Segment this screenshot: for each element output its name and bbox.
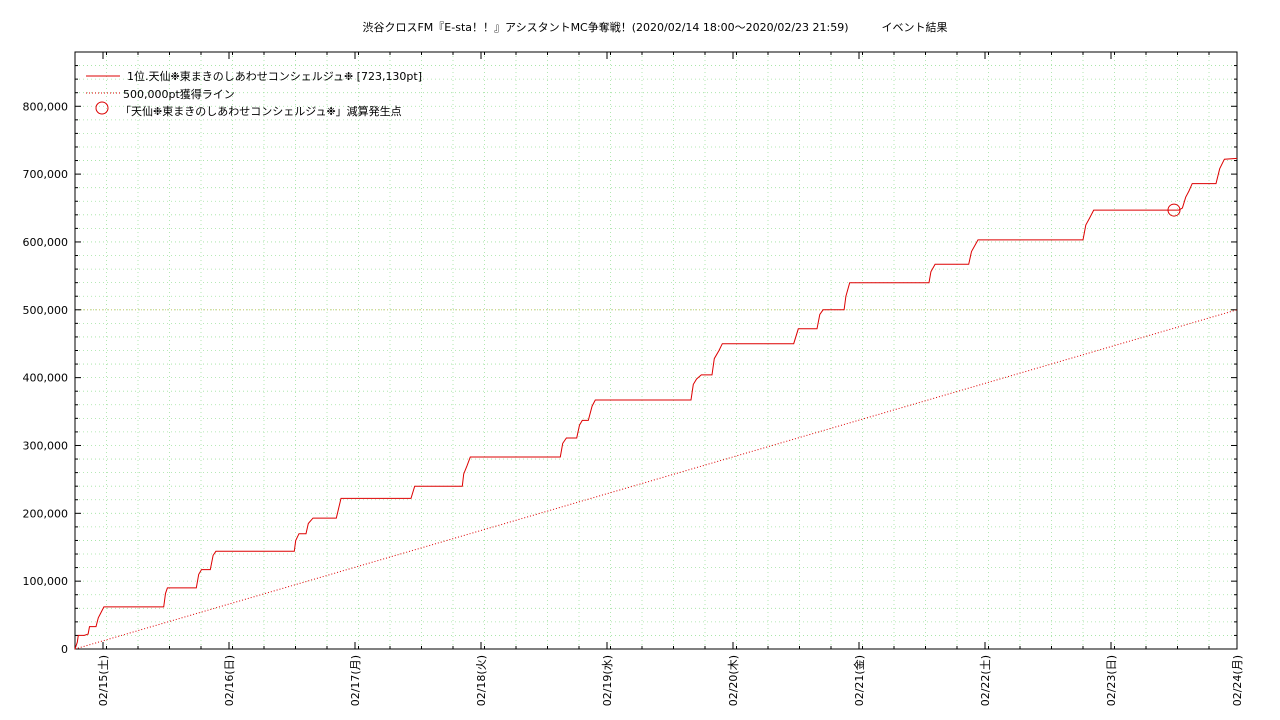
x-tick-label: 02/17(月) [349, 655, 362, 706]
y-tick-label: 300,000 [23, 439, 69, 452]
target-line-500000 [74, 309, 1238, 650]
y-tick-label: 100,000 [23, 575, 69, 588]
x-tick-label: 02/16(日) [223, 655, 236, 706]
y-tick-label: 0 [61, 643, 68, 656]
axis-ticks [74, 51, 1238, 650]
x-tick-label: 02/22(土) [979, 655, 992, 706]
x-tick-label: 02/23(日) [1105, 655, 1118, 706]
y-tick-label: 600,000 [23, 236, 69, 249]
legend-label-series-3: 「天仙❉東まきのしあわせコンシェルジュ❉」減算発生点 [120, 104, 402, 118]
x-tick-label: 02/19(水) [601, 655, 614, 706]
y-tick-label: 700,000 [23, 168, 69, 181]
y-axis-labels: 0 100,000 200,000 300,000 400,000 500,000 600,… [23, 100, 69, 656]
grid [75, 51, 1237, 649]
chart-title: 渋谷クロスFM『E-sta！！』アシスタントMC争奪戦！(2020/02/14 … [362, 20, 947, 34]
legend-label-series-1: 1位.天仙❉東まきのしあわせコンシェルジュ❉ [723,130pt] [127, 69, 422, 83]
x-tick-label: 02/21(金) [852, 655, 866, 706]
legend-label-series-2: 500,000pt獲得ライン [123, 88, 235, 101]
x-tick-label: 02/18(火) [475, 655, 488, 706]
legend: 1位.天仙❉東まきのしあわせコンシェルジュ❉ [723,130pt] 500,0… [86, 69, 422, 118]
decrease-point-marker [1167, 203, 1181, 217]
y-tick-label: 400,000 [23, 372, 69, 385]
x-tick-label: 02/15(土) [97, 655, 110, 706]
y-tick-label: 200,000 [23, 507, 69, 520]
legend-circle-marker-swatch [95, 101, 109, 115]
x-axis-labels: 02/15(土) 02/16(日) 02/17(月) 02/18(火) 02/19(水)… [97, 655, 1244, 706]
series-layer [74, 157, 1238, 650]
y-tick-label: 500,000 [23, 304, 69, 317]
y-tick-label: 800,000 [23, 100, 69, 113]
x-tick-label: 02/20(木) [727, 655, 740, 706]
series-line-rank-1 [74, 157, 1238, 650]
x-tick-label: 02/24(月) [1231, 655, 1244, 706]
